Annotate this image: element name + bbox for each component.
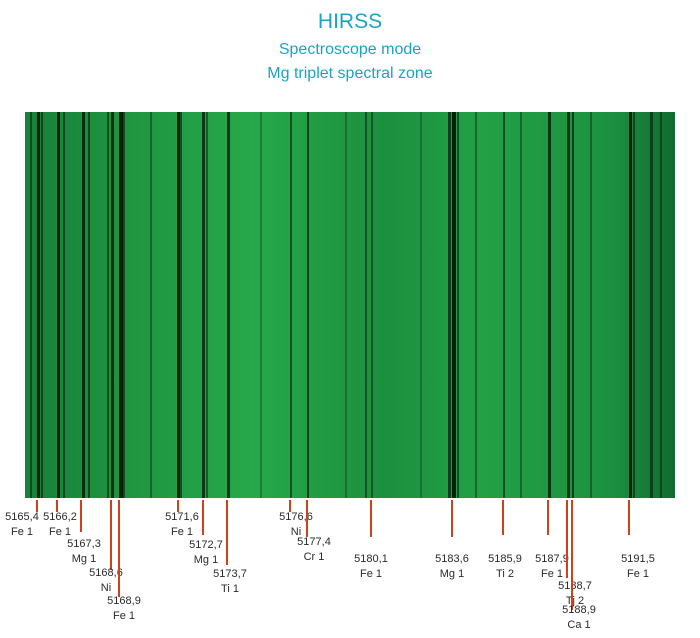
absorption-line <box>206 112 208 498</box>
wavelength-label: 5188,7 <box>558 580 592 592</box>
element-label: Mg 1 <box>440 568 464 580</box>
element-label: Fe 1 <box>113 610 135 622</box>
wavelength-label: 5168,6 <box>89 567 123 579</box>
element-label: Fe 1 <box>49 526 71 538</box>
absorption-line <box>457 112 459 498</box>
element-label: Fe 1 <box>360 568 382 580</box>
element-label: Ni <box>101 582 111 594</box>
wavelength-label: 5177,4 <box>297 536 331 548</box>
absorption-line <box>123 112 125 498</box>
absorption-line <box>107 112 109 498</box>
element-label: Mg 1 <box>194 554 218 566</box>
element-label: Mg 1 <box>72 553 96 565</box>
absorption-line <box>260 112 262 498</box>
wavelength-label: 5187,9 <box>535 553 569 565</box>
absorption-line <box>345 112 347 498</box>
absorption-line <box>650 112 653 498</box>
wavelength-label: 5165,4 <box>5 511 39 523</box>
wavelength-label: 5172,7 <box>189 539 223 551</box>
absorption-line <box>111 112 114 498</box>
absorption-line <box>37 112 40 498</box>
absorption-line <box>82 112 85 498</box>
wavelength-label: 5188,9 <box>562 604 596 616</box>
absorption-line <box>371 112 373 498</box>
absorption-line <box>365 112 367 498</box>
wavelength-label: 5180,1 <box>354 553 388 565</box>
subtitle: Spectroscope mode <box>279 41 421 58</box>
absorption-line <box>633 112 635 498</box>
element-label: Ca 1 <box>567 619 590 631</box>
element-label: Ti 2 <box>496 568 514 580</box>
absorption-line <box>180 112 182 498</box>
wavelength-label: 5168,9 <box>107 595 141 607</box>
spectrum <box>25 112 675 498</box>
element-label: Cr 1 <box>304 551 325 563</box>
element-label: Fe 1 <box>541 568 563 580</box>
absorption-line <box>41 112 43 498</box>
absorption-line <box>660 112 662 498</box>
absorption-line <box>202 112 205 498</box>
absorption-line <box>590 112 592 498</box>
absorption-lines <box>30 112 662 498</box>
absorption-line <box>452 112 456 498</box>
absorption-line <box>475 112 477 498</box>
wavelength-label: 5176,6 <box>279 511 313 523</box>
absorption-line <box>448 112 451 498</box>
wavelength-label: 5183,6 <box>435 553 469 565</box>
absorption-line <box>88 112 90 498</box>
title: HIRSS <box>318 10 382 33</box>
absorption-line <box>177 112 180 498</box>
absorption-line <box>63 112 65 498</box>
absorption-line <box>57 112 60 498</box>
absorption-line <box>227 112 230 498</box>
absorption-line <box>307 112 309 498</box>
element-label: Ti 1 <box>221 583 239 595</box>
absorption-line <box>420 112 422 498</box>
wavelength-label: 5171,6 <box>165 511 199 523</box>
absorption-line <box>548 112 551 498</box>
wavelength-label: 5185,9 <box>488 553 522 565</box>
absorption-line <box>290 112 292 498</box>
element-label: Ni <box>291 526 301 538</box>
element-label: Fe 1 <box>627 568 649 580</box>
wavelength-label: 5191,5 <box>621 553 655 565</box>
element-label: Fe 1 <box>11 526 33 538</box>
absorption-line <box>629 112 632 498</box>
absorption-line <box>503 112 505 498</box>
absorption-line <box>520 112 522 498</box>
absorption-line <box>119 112 123 498</box>
absorption-line <box>567 112 570 498</box>
wavelength-label: 5167,3 <box>67 538 101 550</box>
element-label: Tj 2 <box>566 595 584 607</box>
subtitle: Mg triplet spectral zone <box>267 65 433 82</box>
element-label: Fe 1 <box>171 526 193 538</box>
absorption-line <box>572 112 574 498</box>
wavelength-label: 5166,2 <box>43 511 77 523</box>
absorption-line <box>30 112 32 498</box>
wavelength-label: 5173,7 <box>213 568 247 580</box>
absorption-line <box>150 112 152 498</box>
